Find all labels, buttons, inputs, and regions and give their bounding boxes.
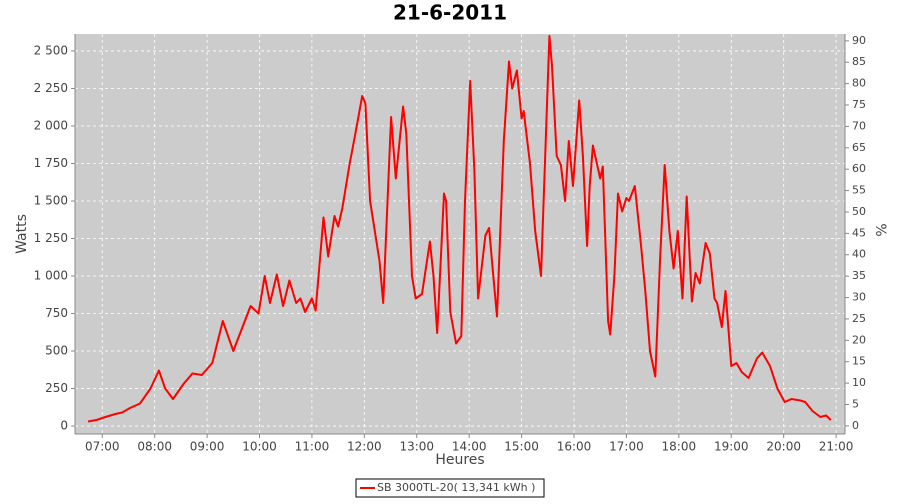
y-tick-label: 2 000 (34, 118, 68, 132)
y-tick-label: 500 (45, 344, 68, 358)
y2-tick-label: 0 (852, 419, 859, 432)
y2-tick-label: 60 (852, 162, 866, 175)
y2-tick-label: 65 (852, 141, 866, 154)
plot-area (75, 34, 845, 434)
x-tick-label: 12:00 (347, 440, 382, 454)
chart-title: 21-6-2011 (393, 1, 507, 25)
y-tick-label: 1 250 (34, 231, 68, 245)
x-tick-label: 11:00 (295, 440, 330, 454)
y2-tick-label: 85 (852, 55, 866, 68)
y-tick-label: 1 750 (34, 156, 68, 170)
y2-tick-label: 75 (852, 98, 866, 111)
y2-tick-label: 40 (852, 248, 866, 261)
y2-tick-label: 55 (852, 184, 866, 197)
y2-tick-label: 20 (852, 333, 866, 346)
x-tick-label: 16:00 (557, 440, 592, 454)
x-tick-label: 17:00 (609, 440, 644, 454)
y-tick-label: 0 (60, 419, 68, 433)
legend-label: SB 3000TL-20( 13,341 kWh ) (377, 481, 535, 494)
series-line (87, 35, 832, 423)
x-tick-label: 19:00 (714, 440, 749, 454)
y-tick-label: 1 000 (34, 269, 68, 283)
x-tick-label: 13:00 (399, 440, 434, 454)
y2-tick-label: 50 (852, 205, 866, 218)
y2-tick-label: 5 (852, 397, 859, 410)
legend-box (355, 478, 545, 498)
y2-tick-label: 15 (852, 355, 866, 368)
y2-tick-label: 70 (852, 119, 866, 132)
y2-tick-label: 45 (852, 226, 866, 239)
x-tick-label: 18:00 (662, 440, 697, 454)
y2-tick-label: 35 (852, 269, 866, 282)
x-tick-label: 14:00 (452, 440, 487, 454)
x-tick-label: 20:00 (766, 440, 801, 454)
x-tick-label: 21:00 (819, 440, 854, 454)
x-tick-label: 08:00 (137, 440, 172, 454)
y2-tick-label: 90 (852, 34, 866, 47)
y-tick-label: 750 (45, 306, 68, 320)
x-tick-label: 10:00 (242, 440, 277, 454)
x-tick-label: 15:00 (504, 440, 539, 454)
y-tick-label: 1 500 (34, 193, 68, 207)
y2-axis-title: % (872, 223, 888, 236)
y-tick-label: 2 500 (34, 43, 68, 57)
y2-tick-label: 10 (852, 376, 866, 389)
y2-tick-label: 80 (852, 77, 866, 90)
y-axis-title: Watts (14, 214, 30, 254)
y-tick-label: 2 250 (34, 81, 68, 95)
y2-tick-label: 25 (852, 312, 866, 325)
x-tick-label: 09:00 (190, 440, 225, 454)
y-tick-label: 250 (45, 381, 68, 395)
x-axis-title: Heures (435, 452, 484, 468)
y2-tick-label: 30 (852, 291, 866, 304)
x-tick-label: 07:00 (85, 440, 120, 454)
